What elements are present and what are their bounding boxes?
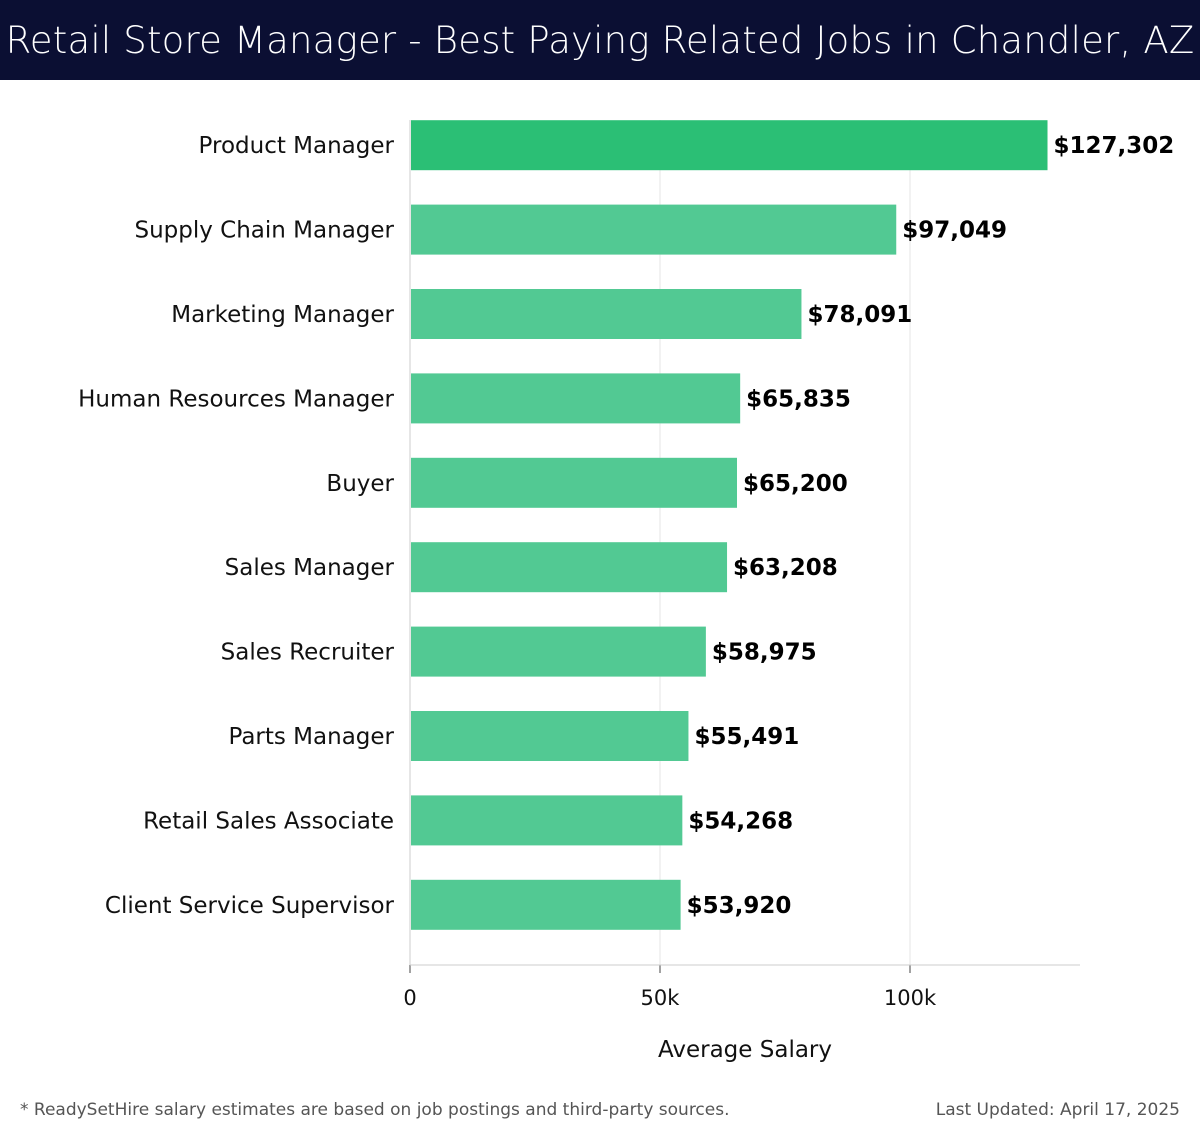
bar-sales-recruiter	[411, 626, 706, 677]
value-label: $78,091	[807, 302, 912, 328]
bar-sales-manager	[411, 542, 728, 593]
value-label: $65,200	[743, 471, 848, 497]
bars	[411, 120, 1048, 930]
bar-buyer	[411, 457, 737, 508]
value-label: $65,835	[746, 386, 851, 412]
category-label: Client Service Supervisor	[105, 893, 395, 919]
x-axis-title: Average Salary	[658, 1037, 832, 1063]
bar-marketing-manager	[411, 289, 802, 339]
x-tick-label: 50k	[641, 986, 681, 1010]
chart-header: Retail Store Manager - Best Paying Relat…	[0, 0, 1200, 80]
category-label: Supply Chain Manager	[134, 218, 394, 244]
value-label: $127,302	[1054, 133, 1175, 159]
footnote: * ReadySetHire salary estimates are base…	[20, 1100, 730, 1120]
bar-parts-manager	[411, 711, 689, 761]
bar-supply-chain-manager	[411, 204, 897, 255]
x-tick-label: 0	[403, 986, 416, 1010]
bar-product-manager	[411, 120, 1048, 171]
value-label: $54,268	[688, 808, 793, 834]
bar-chart: 0 50k 100k Product Manager $127,302 Supply Ch…	[78, 120, 1174, 1063]
last-updated: Last Updated: April 17, 2025	[935, 1100, 1180, 1120]
bar-human-resources-manager	[411, 373, 741, 424]
value-label: $97,049	[902, 218, 1007, 244]
category-label: Sales Recruiter	[221, 640, 395, 666]
category-label: Parts Manager	[228, 724, 394, 750]
x-tick-label: 100k	[884, 986, 937, 1010]
chart-title: Retail Store Manager - Best Paying Relat…	[5, 18, 1195, 62]
category-label: Product Manager	[199, 133, 395, 159]
category-label: Buyer	[326, 471, 394, 497]
axes	[409, 120, 1080, 973]
labels: 0 50k 100k Product Manager $127,302 Supply Ch…	[78, 133, 1174, 1063]
category-label: Human Resources Manager	[78, 386, 394, 412]
value-label: $58,975	[712, 640, 817, 666]
category-label: Sales Manager	[225, 555, 395, 581]
bar-retail-sales-associate	[411, 795, 683, 846]
value-label: $63,208	[733, 555, 838, 581]
category-label: Marketing Manager	[171, 302, 394, 328]
value-label: $55,491	[694, 724, 799, 750]
value-label: $53,920	[687, 893, 792, 919]
category-label: Retail Sales Associate	[143, 808, 394, 834]
bar-client-service-supervisor	[411, 879, 681, 930]
